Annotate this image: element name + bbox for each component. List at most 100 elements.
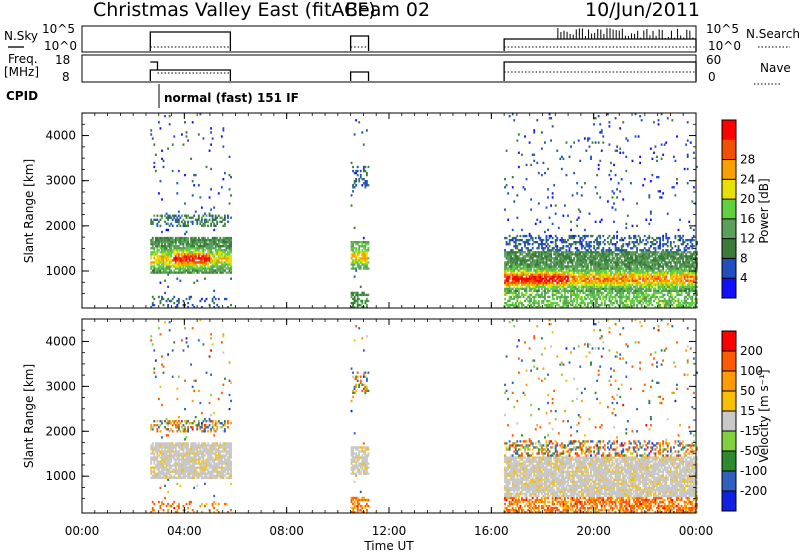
heatmap-cell xyxy=(606,261,609,264)
heatmap-cell xyxy=(156,424,159,427)
heatmap-cell xyxy=(352,190,354,193)
heatmap-cell xyxy=(161,259,163,262)
heatmap-cell xyxy=(530,208,533,211)
heatmap-cell xyxy=(356,253,359,256)
heatmap-cell xyxy=(622,198,625,201)
heatmap-cell xyxy=(562,245,565,248)
heatmap-cell xyxy=(516,295,519,299)
heatmap-cell xyxy=(205,247,208,250)
heatmap-cell xyxy=(211,271,214,274)
heatmap-cell xyxy=(665,234,668,238)
heatmap-cell xyxy=(585,269,588,272)
heatmap-cell xyxy=(197,245,200,248)
heatmap-cell xyxy=(517,301,520,305)
heatmap-cell xyxy=(594,275,597,278)
heatmap-cell xyxy=(563,204,566,207)
heatmap-cell xyxy=(610,273,612,276)
heatmap-cell xyxy=(530,303,533,307)
heatmap-cell xyxy=(159,240,162,244)
heatmap-cell xyxy=(187,214,189,217)
heatmap-cell xyxy=(540,287,543,291)
heatmap-cell xyxy=(600,129,603,132)
heatmap-cell xyxy=(159,506,162,510)
heatmap-cell xyxy=(533,287,536,291)
heatmap-cell xyxy=(551,277,554,280)
heatmap-cell xyxy=(593,295,595,299)
heatmap-cell xyxy=(514,236,517,240)
heatmap-cell xyxy=(177,257,180,260)
heatmap-cell xyxy=(200,236,203,240)
heatmap-cell xyxy=(585,249,588,252)
heatmap-cell xyxy=(197,238,200,242)
heatmap-cell xyxy=(600,301,603,305)
heatmap-cell xyxy=(610,279,612,282)
heatmap-cell xyxy=(508,238,511,242)
heatmap-cell xyxy=(579,259,582,262)
heatmap-cell xyxy=(534,271,537,274)
heatmap-cell xyxy=(679,301,681,305)
heatmap-cell xyxy=(625,249,628,252)
heatmap-cell xyxy=(230,236,232,240)
heatmap-cell xyxy=(527,281,529,284)
heatmap-cell xyxy=(574,275,577,278)
heatmap-cell xyxy=(185,230,188,234)
heatmap-cell xyxy=(534,261,537,264)
heatmap-cell xyxy=(597,253,600,256)
heatmap-cell xyxy=(191,220,194,223)
heatmap-cell xyxy=(524,273,526,276)
heatmap-cell xyxy=(528,299,531,303)
heatmap-cell xyxy=(654,255,657,258)
heatmap-cell xyxy=(514,257,517,260)
heatmap-cell xyxy=(629,236,632,240)
heatmap-cell xyxy=(616,285,619,288)
heatmap-cell xyxy=(548,251,551,254)
heatmap-cell xyxy=(504,283,506,286)
heatmap-cell xyxy=(214,218,217,221)
date-label: 10/Jun/2011 xyxy=(585,0,700,21)
heatmap-cell xyxy=(516,277,519,280)
heatmap-cell xyxy=(556,245,559,248)
heatmap-cell xyxy=(193,261,196,264)
heatmap-cell xyxy=(666,212,669,215)
heatmap-cell xyxy=(185,214,188,217)
heatmap-cell xyxy=(228,240,231,244)
heatmap-cell xyxy=(528,251,531,254)
heatmap-cell xyxy=(187,249,189,252)
heatmap-cell xyxy=(590,281,592,284)
heatmap-cell xyxy=(660,277,663,280)
heatmap-cell xyxy=(577,275,580,278)
heatmap-cell xyxy=(645,279,648,282)
heatmap-cell xyxy=(533,295,536,299)
heatmap-cell xyxy=(525,238,528,242)
heatmap-cell xyxy=(177,222,180,226)
heatmap-cell xyxy=(574,283,577,286)
heatmap-cell xyxy=(228,245,231,248)
heatmap-cell xyxy=(191,251,194,254)
heatmap-cell xyxy=(196,222,199,226)
heatmap-cell xyxy=(225,236,228,240)
heatmap-cell xyxy=(585,261,588,264)
heatmap-cell xyxy=(507,287,510,291)
heatmap-cell xyxy=(550,267,553,270)
heatmap-cell xyxy=(150,253,153,256)
heatmap-cell xyxy=(184,232,186,236)
heatmap-cell xyxy=(173,216,176,219)
heatmap-cell xyxy=(525,269,528,272)
heatmap-cell xyxy=(511,269,514,272)
heatmap-cell xyxy=(539,267,542,270)
heatmap-cell xyxy=(573,275,576,278)
heatmap-cell xyxy=(528,232,531,236)
heatmap-cell xyxy=(596,299,599,303)
heatmap-cell xyxy=(151,500,154,504)
heatmap-cell xyxy=(516,265,519,268)
heatmap-cell xyxy=(614,265,617,268)
heatmap-cell xyxy=(608,277,611,280)
heatmap-cell xyxy=(682,243,685,246)
heatmap-cell xyxy=(157,255,160,258)
heatmap-cell xyxy=(514,247,517,250)
heatmap-cell xyxy=(211,238,214,242)
heatmap-cell xyxy=(508,283,511,286)
heatmap-cell xyxy=(223,265,226,268)
heatmap-cell xyxy=(220,259,223,262)
heatmap-cell xyxy=(620,265,623,268)
